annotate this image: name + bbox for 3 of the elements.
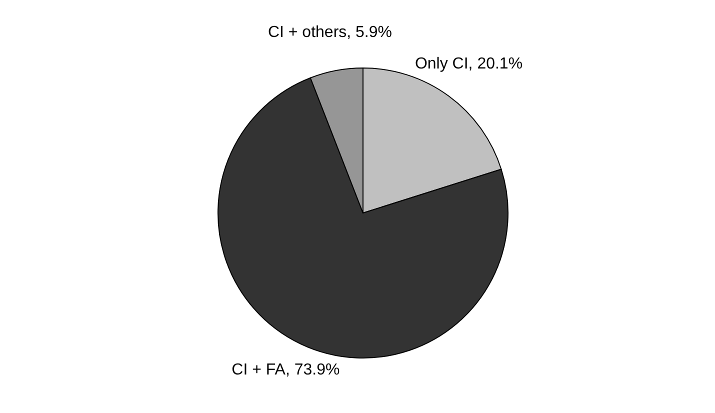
slice-label: CI + FA, 73.9% [232, 361, 340, 378]
slice-label: Only CI, 20.1% [414, 56, 523, 73]
slice-label: CI + others, 5.9% [268, 24, 392, 42]
